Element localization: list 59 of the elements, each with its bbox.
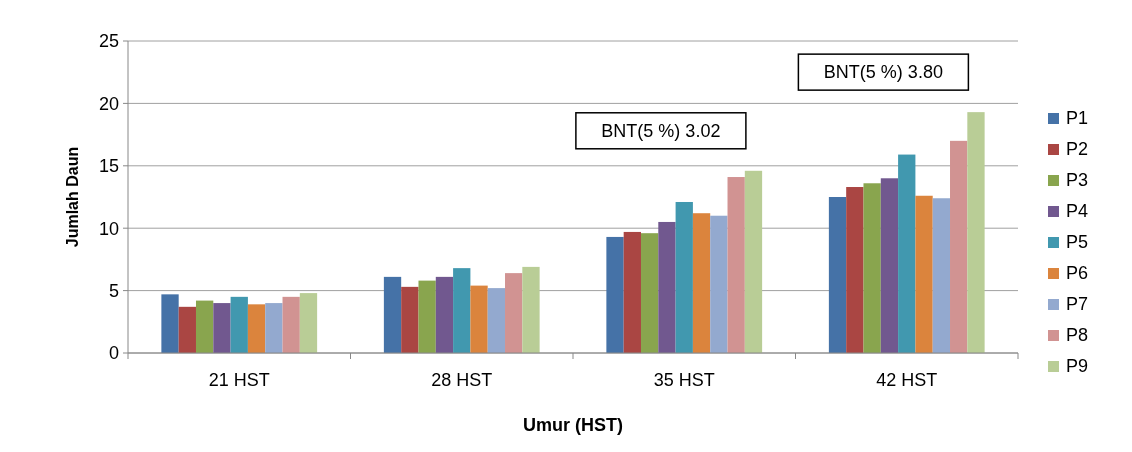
x-tick-label: 42 HST xyxy=(876,370,938,390)
x-tick-label: 21 HST xyxy=(208,370,270,390)
bar xyxy=(230,296,248,353)
annotation: BNT(5 %) 3.80 xyxy=(823,62,943,83)
bar xyxy=(915,195,933,353)
y-tick-label: 15 xyxy=(98,156,119,177)
x-tick-label: 35 HST xyxy=(653,370,715,390)
bar xyxy=(265,303,283,353)
legend-label: P3 xyxy=(1066,170,1089,191)
bar xyxy=(640,233,659,353)
bar xyxy=(863,183,881,353)
bar xyxy=(658,221,676,353)
legend-label: P4 xyxy=(1066,201,1089,222)
legend-label: P7 xyxy=(1066,294,1089,315)
y-tick-label: 5 xyxy=(108,280,119,301)
bar xyxy=(623,231,641,353)
bar xyxy=(828,197,847,353)
legend-label: P1 xyxy=(1066,108,1089,129)
bar xyxy=(435,276,454,353)
bar xyxy=(967,112,985,353)
legend-label: P5 xyxy=(1066,232,1089,253)
bar xyxy=(401,286,419,353)
bar xyxy=(675,201,693,353)
bar xyxy=(710,215,728,353)
bar xyxy=(195,300,214,353)
bar xyxy=(453,268,471,353)
legend-label: P8 xyxy=(1066,325,1089,346)
annotation: BNT(5 %) 3.02 xyxy=(601,121,721,142)
legend-label: P9 xyxy=(1066,356,1089,377)
bar xyxy=(692,213,711,353)
bar xyxy=(606,236,624,353)
bar xyxy=(487,288,506,353)
bar xyxy=(522,266,540,353)
bar xyxy=(418,280,436,353)
bar xyxy=(383,276,402,353)
y-tick-label: 20 xyxy=(98,93,119,114)
legend-label: P6 xyxy=(1066,263,1089,284)
x-tick-label: 28 HST xyxy=(431,370,493,390)
x-axis-title: Umur (HST) xyxy=(523,415,623,435)
bar xyxy=(247,304,266,353)
bar xyxy=(898,154,916,353)
bar xyxy=(950,140,968,353)
bar xyxy=(161,294,179,353)
bar xyxy=(178,306,196,353)
bar xyxy=(470,285,488,353)
bar xyxy=(932,198,951,353)
y-tick-label: 25 xyxy=(98,31,119,52)
bar xyxy=(282,296,300,353)
y-tick-label: 10 xyxy=(98,218,119,239)
bar xyxy=(213,303,231,353)
bar xyxy=(505,273,523,353)
bar xyxy=(744,170,763,353)
legend-label: P2 xyxy=(1066,139,1089,160)
bar xyxy=(880,178,899,353)
bar xyxy=(727,177,745,353)
y-tick-label: 0 xyxy=(108,343,119,364)
bar xyxy=(299,293,318,353)
y-axis-title: Jumlah Daun xyxy=(64,146,81,248)
bar xyxy=(846,187,864,353)
